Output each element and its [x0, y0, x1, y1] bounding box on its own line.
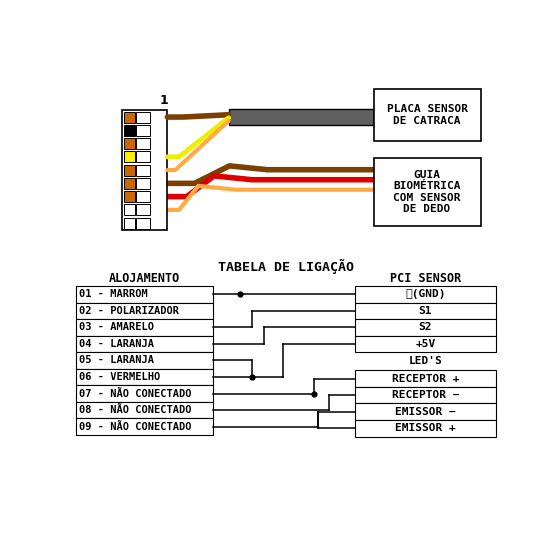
Text: PLACA SENSOR
DE CATRACA: PLACA SENSOR DE CATRACA — [387, 104, 468, 126]
Bar — [136, 151, 150, 162]
Text: 01 - MARROM: 01 - MARROM — [79, 289, 148, 299]
Text: 05 - LARANJA: 05 - LARANJA — [79, 356, 154, 366]
Text: EMISSOR −: EMISSOR − — [395, 407, 456, 416]
Bar — [373, 89, 480, 141]
Bar — [124, 191, 135, 202]
Text: RECEPTOR +: RECEPTOR + — [392, 374, 459, 384]
Bar — [136, 112, 150, 123]
Bar — [355, 302, 496, 319]
Text: ⏚(GND): ⏚(GND) — [405, 289, 446, 299]
Bar — [136, 218, 150, 229]
Text: 06 - VERMELHO: 06 - VERMELHO — [79, 372, 160, 382]
Bar — [124, 178, 135, 189]
Bar — [124, 204, 135, 215]
Text: ALOJAMENTO: ALOJAMENTO — [109, 272, 180, 285]
Bar — [124, 164, 135, 175]
Bar — [76, 335, 213, 352]
Bar — [124, 138, 135, 149]
Bar — [76, 385, 213, 402]
Bar — [136, 191, 150, 202]
Bar — [355, 420, 496, 437]
Text: S2: S2 — [418, 322, 432, 333]
Text: 02 - POLARIZADOR: 02 - POLARIZADOR — [79, 306, 179, 316]
Bar — [355, 335, 496, 352]
Bar — [76, 286, 213, 302]
Bar — [122, 110, 167, 230]
Text: RECEPTOR −: RECEPTOR − — [392, 390, 459, 400]
Text: +5V: +5V — [415, 339, 436, 349]
Bar — [136, 164, 150, 175]
Bar — [76, 352, 213, 369]
Bar — [124, 125, 135, 136]
Bar — [355, 403, 496, 420]
Text: EMISSOR +: EMISSOR + — [395, 423, 456, 433]
Text: 09 - NÃO CONECTADO: 09 - NÃO CONECTADO — [79, 421, 191, 432]
Bar — [76, 369, 213, 385]
Text: 08 - NÃO CONECTADO: 08 - NÃO CONECTADO — [79, 405, 191, 415]
Bar — [124, 112, 135, 123]
Text: GUIA
BIOMÉTRICA
COM SENSOR
DE DEDO: GUIA BIOMÉTRICA COM SENSOR DE DEDO — [393, 170, 461, 214]
Bar — [136, 125, 150, 136]
Bar — [124, 151, 135, 162]
Text: 1: 1 — [159, 94, 168, 107]
Text: S1: S1 — [418, 306, 432, 316]
Bar — [355, 286, 496, 302]
Bar — [136, 178, 150, 189]
Bar — [136, 204, 150, 215]
Text: LED'S: LED'S — [408, 356, 442, 366]
Bar — [76, 402, 213, 419]
Bar — [355, 319, 496, 335]
Bar — [136, 138, 150, 149]
Text: 04 - LARANJA: 04 - LARANJA — [79, 339, 154, 349]
Text: 07 - NÃO CONECTADO: 07 - NÃO CONECTADO — [79, 389, 191, 398]
Text: TABELA DE LIGAÇÃO: TABELA DE LIGAÇÃO — [218, 259, 354, 273]
Bar — [355, 370, 496, 387]
Bar — [229, 110, 373, 125]
Text: 03 - AMARELO: 03 - AMARELO — [79, 322, 154, 333]
Bar — [124, 218, 135, 229]
Bar — [76, 419, 213, 435]
Text: PCI SENSOR: PCI SENSOR — [390, 272, 461, 285]
Bar — [76, 319, 213, 335]
Bar — [373, 158, 480, 226]
Bar — [355, 387, 496, 403]
Bar — [76, 302, 213, 319]
